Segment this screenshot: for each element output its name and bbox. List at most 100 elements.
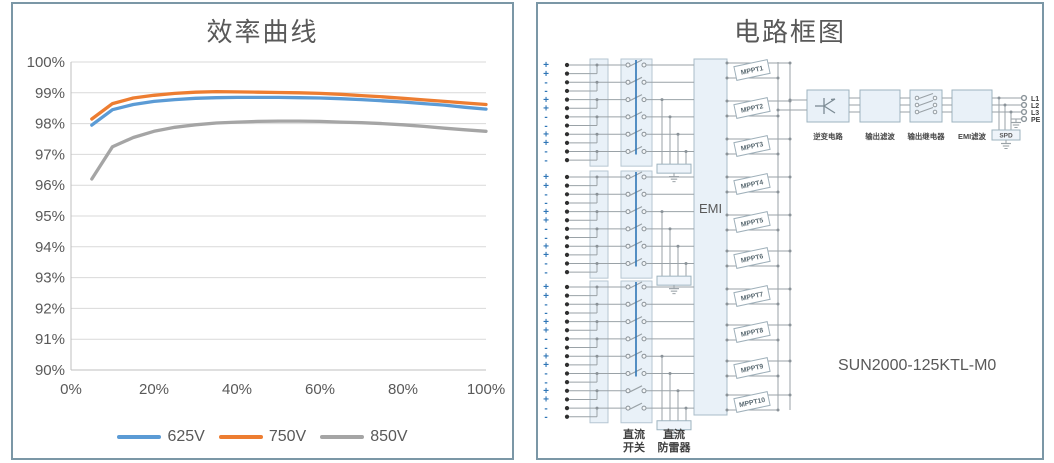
- gridlines: [71, 61, 486, 371]
- mppt-label: MPPT7: [740, 291, 764, 303]
- tap-junction-dot: [684, 150, 688, 153]
- plus-sign: +: [543, 325, 549, 336]
- switch-contact: [641, 261, 647, 266]
- junction-dot: [725, 137, 729, 141]
- igbt-icon: [815, 98, 836, 114]
- switch-contact: [641, 388, 647, 394]
- y-tick-label: 93%: [35, 270, 65, 287]
- mppt-label: MPPT5: [740, 217, 764, 229]
- junction-dot: [776, 114, 780, 118]
- minus-sign: -: [544, 155, 547, 166]
- switch-contact: [625, 261, 631, 266]
- switch-contact: [625, 336, 631, 342]
- plus-sign: +: [543, 386, 549, 397]
- x-tick-label: 100%: [467, 381, 505, 398]
- pv-input-terminal: [564, 209, 570, 214]
- switch-contact: [625, 149, 631, 154]
- junction-dot: [788, 98, 792, 102]
- pv-input-terminal: [564, 71, 570, 76]
- emi-block-label: EMI: [699, 201, 722, 216]
- x-tick-label: 60%: [305, 381, 335, 398]
- mppt-block-3: MPPT3: [725, 135, 792, 157]
- fuse-junction-dot: [595, 285, 599, 289]
- fuse-junction-dot: [595, 80, 599, 84]
- pv-input-terminal: [564, 310, 570, 316]
- pv-input-terminal: [564, 88, 570, 94]
- line: [823, 105, 836, 114]
- y-tick-label: 91%: [35, 331, 65, 348]
- minus-sign: -: [544, 233, 547, 244]
- junction-dot: [776, 152, 780, 156]
- pv-input-terminal: [564, 114, 570, 119]
- switch-contact: [641, 226, 647, 232]
- switch-contact: [641, 243, 647, 249]
- minus-sign: -: [544, 343, 547, 354]
- pv-input-terminal: [564, 140, 570, 145]
- fuse-junction-dot: [595, 192, 599, 196]
- y-tick-label: 94%: [35, 239, 65, 256]
- output-relay-box-label: 输出继电器: [908, 132, 946, 141]
- y-tick-label: 92%: [35, 300, 65, 317]
- inverter-box: [806, 89, 850, 123]
- pv-input-terminal: [564, 406, 570, 411]
- dc-spd-box: [656, 163, 692, 174]
- fuse-junction-dot: [595, 150, 599, 153]
- efficiency-curve-panel: 100% 99% 98% 97% 96% 95% 94% 93% 92% 91% 90% 0% 20% 4…: [11, 2, 514, 460]
- mppt-rect: [733, 247, 771, 269]
- mppt-shape: MPPT4: [733, 173, 771, 195]
- tap-junction-dot: [676, 389, 680, 393]
- switch-blade: [629, 402, 643, 410]
- relay-contact: [914, 102, 920, 108]
- tap-junction-dot: [660, 354, 664, 358]
- pv-input-terminal: [564, 80, 570, 85]
- mppt-shape: MPPT8: [733, 321, 771, 343]
- junction-dot: [788, 137, 792, 141]
- fuse-junction-dot: [595, 63, 599, 67]
- output-relay-box: [909, 89, 943, 123]
- pv-input-terminal: [564, 149, 570, 154]
- fuse-junction-dot: [595, 244, 599, 248]
- line: [830, 98, 836, 101]
- junction-dot: [776, 228, 780, 232]
- minus-sign: -: [544, 147, 547, 158]
- plus-sign: +: [543, 172, 549, 183]
- pv-input-terminal: [564, 293, 570, 298]
- switch-contact: [641, 62, 647, 68]
- x-tick-labels: 0% 20% 40% 60% 80% 100%: [60, 381, 505, 398]
- plus-sign: +: [543, 60, 549, 71]
- minus-sign: -: [544, 377, 547, 388]
- fuse-junction-dot: [595, 115, 599, 119]
- output-filter-box: [859, 89, 901, 123]
- circuit-diagram-panel: EMI + + - - + + - - + + - - + + - - + + - - + + - - + + - - + + - - + + - - +…: [536, 2, 1044, 460]
- switch-contact: [641, 79, 647, 85]
- minus-sign: -: [544, 112, 547, 123]
- mppt-shape: MPPT5: [733, 211, 771, 233]
- series-line-750V: [90, 89, 488, 121]
- junction-dot: [725, 213, 729, 217]
- plus-sign: +: [543, 317, 549, 328]
- relay-contact: [932, 109, 938, 115]
- switch-contact: [625, 174, 631, 180]
- fuse-junction-dot: [595, 406, 599, 410]
- switch-contact: [641, 405, 647, 411]
- fuse-junction-dot: [595, 262, 599, 265]
- diagram-title: 电路框图: [733, 17, 846, 47]
- junction-dot: [788, 175, 792, 179]
- junction-dot: [788, 359, 792, 363]
- circuit-block-diagram: EMI++--++--++--++--++--++--++--++--++--+…: [543, 58, 1041, 454]
- pv-input-terminal: [564, 261, 570, 266]
- fuse-junction-dot: [595, 320, 599, 324]
- y-tick-label: 99%: [35, 85, 65, 102]
- switch-contact: [641, 131, 647, 137]
- series-line-625V: [90, 95, 488, 127]
- switch-contact: [625, 226, 631, 232]
- mppt-shape: MPPT10: [733, 391, 771, 413]
- legend-label: 625V: [167, 428, 205, 445]
- y-tick-label: 98%: [35, 116, 65, 133]
- mppt-rect: [733, 135, 771, 157]
- output-terminal-L3: [1020, 108, 1028, 116]
- pv-input-terminal: [564, 270, 570, 275]
- emi-block: [693, 58, 728, 416]
- tap-junction-dot: [660, 210, 664, 214]
- relay-contact: [914, 95, 920, 101]
